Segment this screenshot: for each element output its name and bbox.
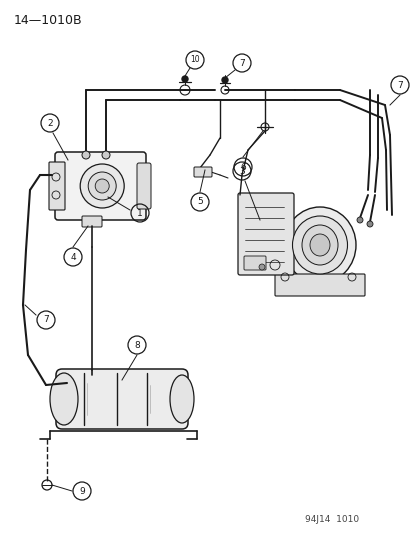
Circle shape	[356, 217, 362, 223]
Ellipse shape	[283, 207, 355, 283]
FancyBboxPatch shape	[137, 163, 151, 209]
Text: 7: 7	[43, 316, 49, 325]
FancyBboxPatch shape	[243, 256, 266, 270]
Text: 10: 10	[190, 55, 199, 64]
FancyBboxPatch shape	[55, 152, 146, 220]
Ellipse shape	[170, 375, 194, 423]
FancyBboxPatch shape	[274, 274, 364, 296]
Circle shape	[102, 151, 110, 159]
Text: 7: 7	[396, 80, 402, 90]
Circle shape	[221, 77, 228, 83]
Circle shape	[259, 264, 264, 270]
Circle shape	[366, 221, 372, 227]
Ellipse shape	[309, 234, 329, 256]
Text: 3: 3	[239, 166, 244, 175]
FancyBboxPatch shape	[194, 167, 211, 177]
Circle shape	[88, 172, 116, 200]
Circle shape	[182, 76, 188, 82]
FancyBboxPatch shape	[56, 369, 188, 429]
Text: 1: 1	[137, 208, 142, 217]
FancyBboxPatch shape	[82, 216, 102, 227]
Text: 94J14  1010: 94J14 1010	[304, 515, 358, 524]
Text: 4: 4	[70, 253, 76, 262]
Circle shape	[82, 151, 90, 159]
FancyBboxPatch shape	[237, 193, 293, 275]
Text: 9: 9	[79, 487, 85, 496]
FancyBboxPatch shape	[49, 162, 65, 210]
Circle shape	[80, 164, 124, 208]
Text: 6: 6	[240, 163, 245, 172]
Text: 8: 8	[134, 341, 140, 350]
Text: 7: 7	[239, 59, 244, 68]
Ellipse shape	[292, 216, 347, 274]
Text: 5: 5	[197, 198, 202, 206]
Ellipse shape	[50, 373, 78, 425]
Circle shape	[95, 179, 109, 193]
Ellipse shape	[301, 225, 337, 265]
Text: 2: 2	[47, 118, 53, 127]
Text: 14—1010B: 14—1010B	[14, 14, 83, 27]
